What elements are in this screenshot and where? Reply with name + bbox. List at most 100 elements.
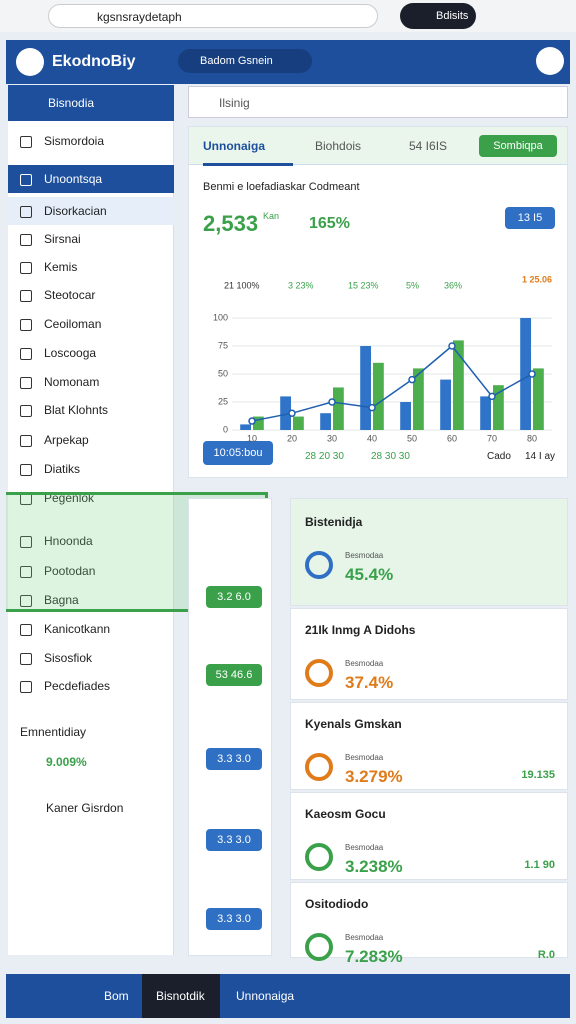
value-button[interactable]: 3.3 3.0 [206,829,262,851]
chart-footer-label: 28 30 30 [371,451,410,462]
sidebar-label: Bagna [44,593,79,607]
info-card[interactable]: Kaeosm Gocu Besmodaa 3.238% 1.1 90 [290,792,568,880]
card-side: 1.1 90 [524,859,555,871]
sidebar-label: Kemis [44,260,78,274]
bar [240,424,251,430]
bottom-nav: Bom Bisnotdik Unnonaiga [6,974,570,1018]
card-title: 21Ik Inmg A Didohs [305,623,416,637]
sidebar-item[interactable]: Ceoiloman [8,310,174,338]
icon [20,173,32,186]
line [251,344,533,422]
sidebar-item[interactable]: Sirsnai [8,225,174,253]
app-title: EkodnoBiy [52,53,136,70]
card-label: Besmodaa [345,659,384,668]
nav-item[interactable]: Bom [104,989,129,1003]
value-button[interactable]: 3.3 3.0 [206,748,262,770]
sidebar-item[interactable]: Steotocar [8,281,174,309]
tab[interactable]: Unnonaiga [203,139,293,166]
sidebar-item[interactable]: Pootodan [8,557,174,585]
icon [20,233,32,246]
summary-change: 165% [309,215,350,232]
bar [520,318,531,430]
sidebar-item[interactable]: Unoontsqa [8,165,174,193]
browser-button[interactable]: Bdisits [400,3,476,29]
info-card[interactable]: 21Ik Inmg A Didohs Besmodaa 37.4% [290,608,568,700]
sidebar-item[interactable]: Pecdefiades [8,672,174,700]
nav-item[interactable]: Bisnotdik [142,974,220,1018]
card-label: Besmodaa [345,933,384,942]
chart-footer-label: 14 I ay [525,451,556,462]
icon [20,680,32,693]
summary-value: 2,533 [203,211,259,236]
card-title: Kaeosm Gocu [305,807,386,821]
info-card[interactable]: Bistenidja Besmodaa 45.4% [290,498,568,606]
bar [493,385,504,430]
sidebar-label: Sismordoia [44,134,105,148]
sidebar-item[interactable]: Sismordoia [8,127,174,155]
chart-button[interactable]: 10:05:bou [203,441,273,465]
info-card[interactable]: Ositodiodo Besmodaa 7.283% R.0 [290,882,568,966]
tab[interactable]: 54 I6IS [409,139,448,153]
sidebar-title: Bisnodia [8,85,174,121]
x-tick-label: 10 [247,433,257,443]
sidebar-item[interactable]: Sisosfiok [8,644,174,672]
sidebar-label: Unoontsqa [44,172,103,186]
sidebar-label: Sirsnai [44,232,81,246]
tab-button[interactable]: Sombiqpa [479,135,557,157]
x-tick-label: 60 [447,433,457,443]
icon [20,623,32,636]
sidebar-item[interactable]: Hnoonda [8,527,174,555]
search[interactable]: Ilsinig [188,86,568,118]
line-point [448,342,456,350]
icon [20,261,32,274]
tab[interactable]: Biohdois [315,139,362,153]
bar [320,413,331,430]
sidebar-item[interactable]: Disorkacian [8,197,174,225]
sidebar-label: Blat Klohnts [44,403,109,417]
sidebar-item[interactable]: Diatiks [8,455,174,483]
bar [360,346,371,430]
card-label: Besmodaa [345,551,384,560]
card-label: Besmodaa [345,843,384,852]
sidebar-item[interactable]: Kanicotkann [8,615,174,643]
x-tick-label: 30 [327,433,337,443]
sidebar-label: Ceoiloman [44,317,102,331]
header-tab[interactable]: Badom Gsnein [178,49,312,73]
card-side: R.0 [537,949,555,961]
nav-item[interactable]: Unnonaiga [236,989,295,1003]
sidebar-item[interactable]: Blat Klohnts [8,396,174,424]
sidebar-item[interactable]: Kemis [8,253,174,281]
avatar[interactable] [536,47,564,75]
chart-annotation: 5% [406,280,419,290]
y-tick-label: 50 [218,368,228,378]
card-title: Kyenals Gmskan [305,717,402,731]
y-tick-label: 75 [218,340,228,350]
sidebar-item[interactable]: Arpekap [8,426,174,454]
sidebar-item[interactable]: Loscooga [8,339,174,367]
card-icon [305,753,333,781]
chart-annotation: 36% [444,280,462,290]
sidebar-footer[interactable]: Kaner Gisrdon [46,801,124,815]
info-card[interactable]: Kyenals Gmskan Besmodaa 3.279% 19.135 [290,702,568,790]
y-tick-label: 0 [223,424,228,434]
bar [293,416,304,430]
sidebar-item[interactable]: Nomonam [8,368,174,396]
icon [20,135,32,148]
icon [20,376,32,389]
value-button[interactable]: 3.2 6.0 [206,586,262,608]
bar [253,416,264,430]
line-point [408,375,416,384]
sidebar-stat-value: 9.009% [46,755,87,769]
value-button[interactable]: 53 46.6 [206,664,262,686]
chart: 21 100% 3 23% 15 23% 5% 36% 1 25.06 0 25 50 75 100… [213,274,552,443]
x-tick-label: 40 [367,433,377,443]
icon [20,205,32,218]
line-point [328,398,336,406]
sidebar-label: Steotocar [44,288,96,302]
chart-annotation: 15 23% [348,280,379,290]
summary-button[interactable]: 13 I5 [505,207,555,229]
sidebar-item[interactable]: Bagna [8,586,174,614]
url-bar[interactable]: kgsnsraydetaph [48,4,378,28]
sidebar-label: Hnoonda [44,534,93,548]
value-button[interactable]: 3.3 3.0 [206,908,262,930]
